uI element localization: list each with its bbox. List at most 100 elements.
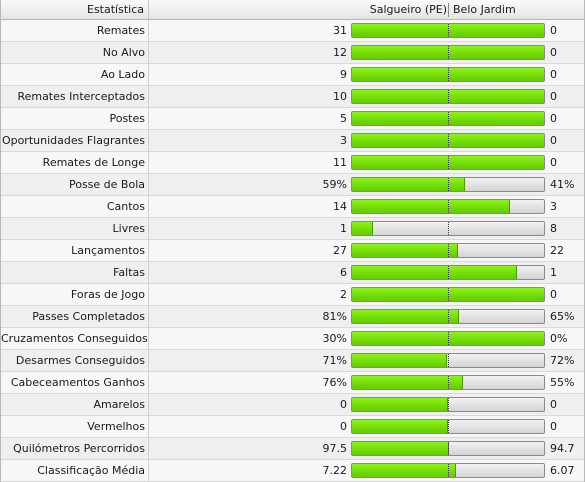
bar-midline — [448, 288, 449, 301]
home-share-fill — [352, 398, 448, 411]
bar-midline — [448, 112, 449, 125]
bar-midline — [448, 376, 449, 389]
stat-label: Quilómetros Percorridos — [1, 438, 149, 459]
table-row: Oportunidades Flagrantes 3 0 — [1, 130, 584, 152]
comparison-bar — [351, 287, 545, 302]
comparison-bar — [351, 243, 545, 258]
bar-midline — [448, 332, 449, 345]
comparison-bar — [351, 155, 545, 170]
header-separator — [448, 3, 449, 17]
stat-label: Vermelhos — [1, 416, 149, 437]
home-value: 11 — [333, 156, 347, 169]
stat-label: Livres — [1, 218, 149, 239]
table-row: Ao Lado 9 0 — [1, 64, 584, 86]
home-share-fill — [352, 442, 450, 455]
stat-label: Amarelos — [1, 394, 149, 415]
table-row: Vermelhos 0 0 — [1, 416, 584, 438]
away-value: 0% — [550, 332, 568, 345]
away-value: 3 — [550, 200, 557, 213]
bar-midline — [448, 310, 449, 323]
stat-label: Cruzamentos Conseguidos — [1, 328, 149, 349]
home-value: 30% — [322, 332, 347, 345]
stat-label: Desarmes Conseguidos — [1, 350, 149, 371]
away-value: 0 — [550, 46, 557, 59]
table-row: Desarmes Conseguidos 71% 72% — [1, 350, 584, 372]
comparison-bar — [351, 463, 545, 478]
away-value: 55% — [550, 376, 575, 389]
table-row: Remates Interceptados 10 0 — [1, 86, 584, 108]
header-stat-column[interactable]: Estatística — [1, 0, 149, 19]
bar-midline — [448, 46, 449, 59]
away-value: 0 — [550, 24, 557, 37]
comparison-bar — [351, 419, 545, 434]
home-value: 81% — [322, 310, 347, 323]
home-share-fill — [352, 266, 517, 279]
comparison-bar — [351, 441, 545, 456]
bar-midline — [448, 90, 449, 103]
table-row: No Alvo 12 0 — [1, 42, 584, 64]
table-row: Lançamentos 27 22 — [1, 240, 584, 262]
away-value: 0 — [550, 288, 557, 301]
comparison-bar — [351, 23, 545, 38]
stat-label: Classificação Média — [1, 460, 149, 481]
table-row: Passes Completados 81% 65% — [1, 306, 584, 328]
home-value: 0 — [340, 420, 347, 433]
away-value: 1 — [550, 266, 557, 279]
comparison-bar — [351, 199, 545, 214]
table-row: Cruzamentos Conseguidos 30% 0% — [1, 328, 584, 350]
table-row: Foras de Jogo 2 0 — [1, 284, 584, 306]
table-row: Livres 1 8 — [1, 218, 584, 240]
home-value: 27 — [333, 244, 347, 257]
comparison-bar — [351, 375, 545, 390]
table-row: Quilómetros Percorridos 97.5 94.7 — [1, 438, 584, 460]
stat-label: Ao Lado — [1, 64, 149, 85]
bar-midline — [448, 464, 449, 477]
home-value: 71% — [322, 354, 347, 367]
table-row: Amarelos 0 0 — [1, 394, 584, 416]
comparison-bar — [351, 397, 545, 412]
table-row: Classificação Média 7.22 6.07 — [1, 460, 584, 482]
stat-label: Cabeceamentos Ganhos — [1, 372, 149, 393]
home-share-fill — [352, 420, 448, 433]
comparison-bar — [351, 221, 545, 236]
away-value: 8 — [550, 222, 557, 235]
home-share-fill — [352, 376, 464, 389]
stat-label: Oportunidades Flagrantes — [1, 130, 149, 151]
comparison-bar — [351, 133, 545, 148]
away-value: 41% — [550, 178, 575, 191]
comparison-bar — [351, 45, 545, 60]
away-value: 0 — [550, 90, 557, 103]
home-share-fill — [352, 244, 458, 257]
home-value: 12 — [333, 46, 347, 59]
bar-midline — [448, 420, 449, 433]
stat-label: Remates de Longe — [1, 152, 149, 173]
home-share-fill — [352, 222, 374, 235]
away-value: 65% — [550, 310, 575, 323]
bar-midline — [448, 134, 449, 147]
comparison-bar — [351, 265, 545, 280]
home-value: 5 — [340, 112, 347, 125]
table-row: Cantos 14 3 — [1, 196, 584, 218]
bar-midline — [448, 266, 449, 279]
stat-label: Faltas — [1, 262, 149, 283]
home-share-fill — [352, 354, 448, 367]
away-value: 0 — [550, 112, 557, 125]
home-value: 14 — [333, 200, 347, 213]
bar-midline — [448, 200, 449, 213]
home-share-fill — [352, 310, 459, 323]
stat-label: No Alvo — [1, 42, 149, 63]
home-value: 9 — [340, 68, 347, 81]
stat-label: Lançamentos — [1, 240, 149, 261]
stat-label: Passes Completados — [1, 306, 149, 327]
bar-midline — [448, 222, 449, 235]
stat-label: Remates — [1, 20, 149, 41]
comparison-bar — [351, 331, 545, 346]
table-row: Remates de Longe 11 0 — [1, 152, 584, 174]
comparison-bar — [351, 67, 545, 82]
away-value: 72% — [550, 354, 575, 367]
table-row: Remates 31 0 — [1, 20, 584, 42]
comparison-bar — [351, 309, 545, 324]
bar-midline — [448, 244, 449, 257]
away-value: 0 — [550, 156, 557, 169]
